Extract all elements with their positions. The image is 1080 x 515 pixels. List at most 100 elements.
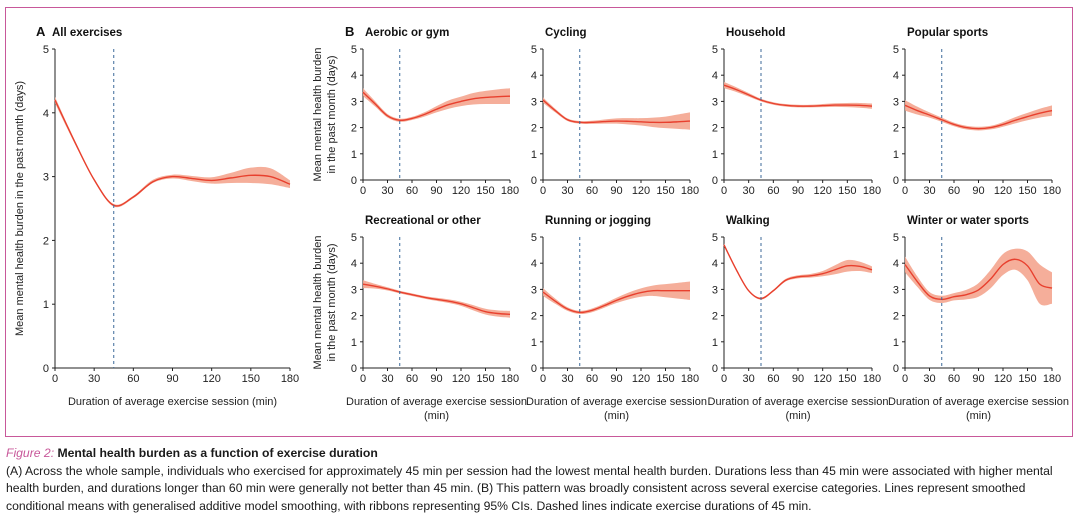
y-tick-label: 2 (43, 235, 49, 247)
x-axis-label: Duration of average exercise session (888, 396, 1069, 408)
y-tick-label: 5 (531, 44, 537, 56)
y-tick-label: 5 (351, 232, 357, 244)
smoothed-line (724, 245, 872, 299)
x-tick-label: 180 (501, 185, 519, 197)
panel-letter: A (36, 24, 46, 39)
caption-label: Figure 2: (6, 446, 54, 460)
x-tick-label: 150 (838, 373, 856, 385)
y-tick-label: 3 (893, 96, 899, 108)
x-tick-label: 150 (1018, 185, 1036, 197)
x-tick-label: 0 (540, 373, 546, 385)
x-tick-label: 180 (501, 373, 519, 385)
x-tick-label: 60 (586, 373, 598, 385)
caption-title: Mental health burden as a function of ex… (58, 446, 378, 460)
x-tick-label: 120 (632, 185, 650, 197)
y-tick-label: 4 (531, 70, 537, 82)
x-tick-label: 60 (948, 185, 960, 197)
x-tick-label: 150 (476, 373, 494, 385)
y-tick-label: 0 (893, 175, 899, 187)
x-tick-label: 180 (281, 373, 299, 385)
y-tick-label: 5 (351, 44, 357, 56)
y-tick-label: 5 (43, 44, 49, 56)
panel-title: Cycling (545, 27, 587, 39)
panel-title: Walking (726, 215, 770, 227)
ci-ribbon (55, 97, 290, 207)
y-tick-label: 2 (712, 311, 718, 323)
x-tick-label: 0 (721, 185, 727, 197)
x-tick-label: 60 (127, 373, 139, 385)
x-tick-label: 120 (632, 373, 650, 385)
y-axis-label: Mean mental health burden in the past mo… (14, 81, 26, 336)
x-tick-label: 90 (792, 185, 804, 197)
figure-caption: Figure 2: Mental health burden as a func… (6, 445, 1072, 515)
x-tick-label: 180 (1043, 373, 1061, 385)
x-axis-label: (min) (604, 410, 629, 422)
panel-title: Winter or water sports (907, 215, 1029, 227)
y-axis-label: in the past month (days) (326, 243, 338, 361)
ci-ribbon (905, 249, 1052, 306)
x-tick-label: 90 (430, 185, 442, 197)
y-tick-label: 4 (43, 108, 49, 120)
y-tick-label: 2 (351, 311, 357, 323)
y-axis-label: in the past month (days) (326, 55, 338, 173)
panel-title: All exercises (52, 27, 122, 39)
x-tick-label: 90 (166, 373, 178, 385)
x-tick-label: 150 (656, 185, 674, 197)
panel-title: Household (726, 27, 785, 39)
x-tick-label: 30 (88, 373, 100, 385)
x-tick-label: 120 (813, 185, 831, 197)
y-tick-label: 0 (351, 175, 357, 187)
y-tick-label: 4 (531, 258, 537, 270)
x-axis-label: Duration of average exercise session (708, 396, 889, 408)
x-tick-label: 120 (452, 185, 470, 197)
y-tick-label: 2 (351, 123, 357, 135)
x-tick-label: 180 (681, 185, 699, 197)
y-tick-label: 5 (893, 44, 899, 56)
y-tick-label: 1 (531, 149, 537, 161)
y-tick-label: 4 (712, 258, 718, 270)
y-tick-label: 5 (712, 44, 718, 56)
y-tick-label: 2 (893, 123, 899, 135)
x-tick-label: 150 (1018, 373, 1036, 385)
x-tick-label: 120 (813, 373, 831, 385)
x-tick-label: 30 (743, 185, 755, 197)
x-tick-label: 150 (242, 373, 260, 385)
x-axis-label: (min) (424, 410, 449, 422)
x-tick-label: 60 (948, 373, 960, 385)
x-tick-label: 180 (681, 373, 699, 385)
y-tick-label: 3 (531, 284, 537, 296)
x-tick-label: 60 (406, 185, 418, 197)
panel-title: Running or jogging (545, 215, 651, 227)
y-tick-label: 0 (43, 363, 49, 375)
ci-ribbon (543, 97, 690, 129)
x-tick-label: 30 (561, 373, 573, 385)
x-tick-label: 30 (923, 185, 935, 197)
y-tick-label: 1 (712, 337, 718, 349)
y-tick-label: 3 (351, 96, 357, 108)
y-tick-label: 5 (712, 232, 718, 244)
x-tick-label: 0 (540, 185, 546, 197)
y-tick-label: 3 (712, 284, 718, 296)
y-tick-label: 3 (351, 284, 357, 296)
y-tick-label: 5 (893, 232, 899, 244)
x-tick-label: 60 (586, 185, 598, 197)
panel-title: Aerobic or gym (365, 27, 449, 39)
x-tick-label: 30 (381, 373, 393, 385)
x-tick-label: 120 (994, 185, 1012, 197)
y-tick-label: 3 (712, 96, 718, 108)
x-tick-label: 150 (656, 373, 674, 385)
panel-title: Popular sports (907, 27, 988, 39)
x-axis-label: Duration of average exercise session (mi… (68, 396, 277, 408)
x-tick-label: 120 (994, 373, 1012, 385)
y-tick-label: 1 (893, 337, 899, 349)
ci-ribbon (363, 88, 510, 122)
x-tick-label: 180 (863, 373, 881, 385)
